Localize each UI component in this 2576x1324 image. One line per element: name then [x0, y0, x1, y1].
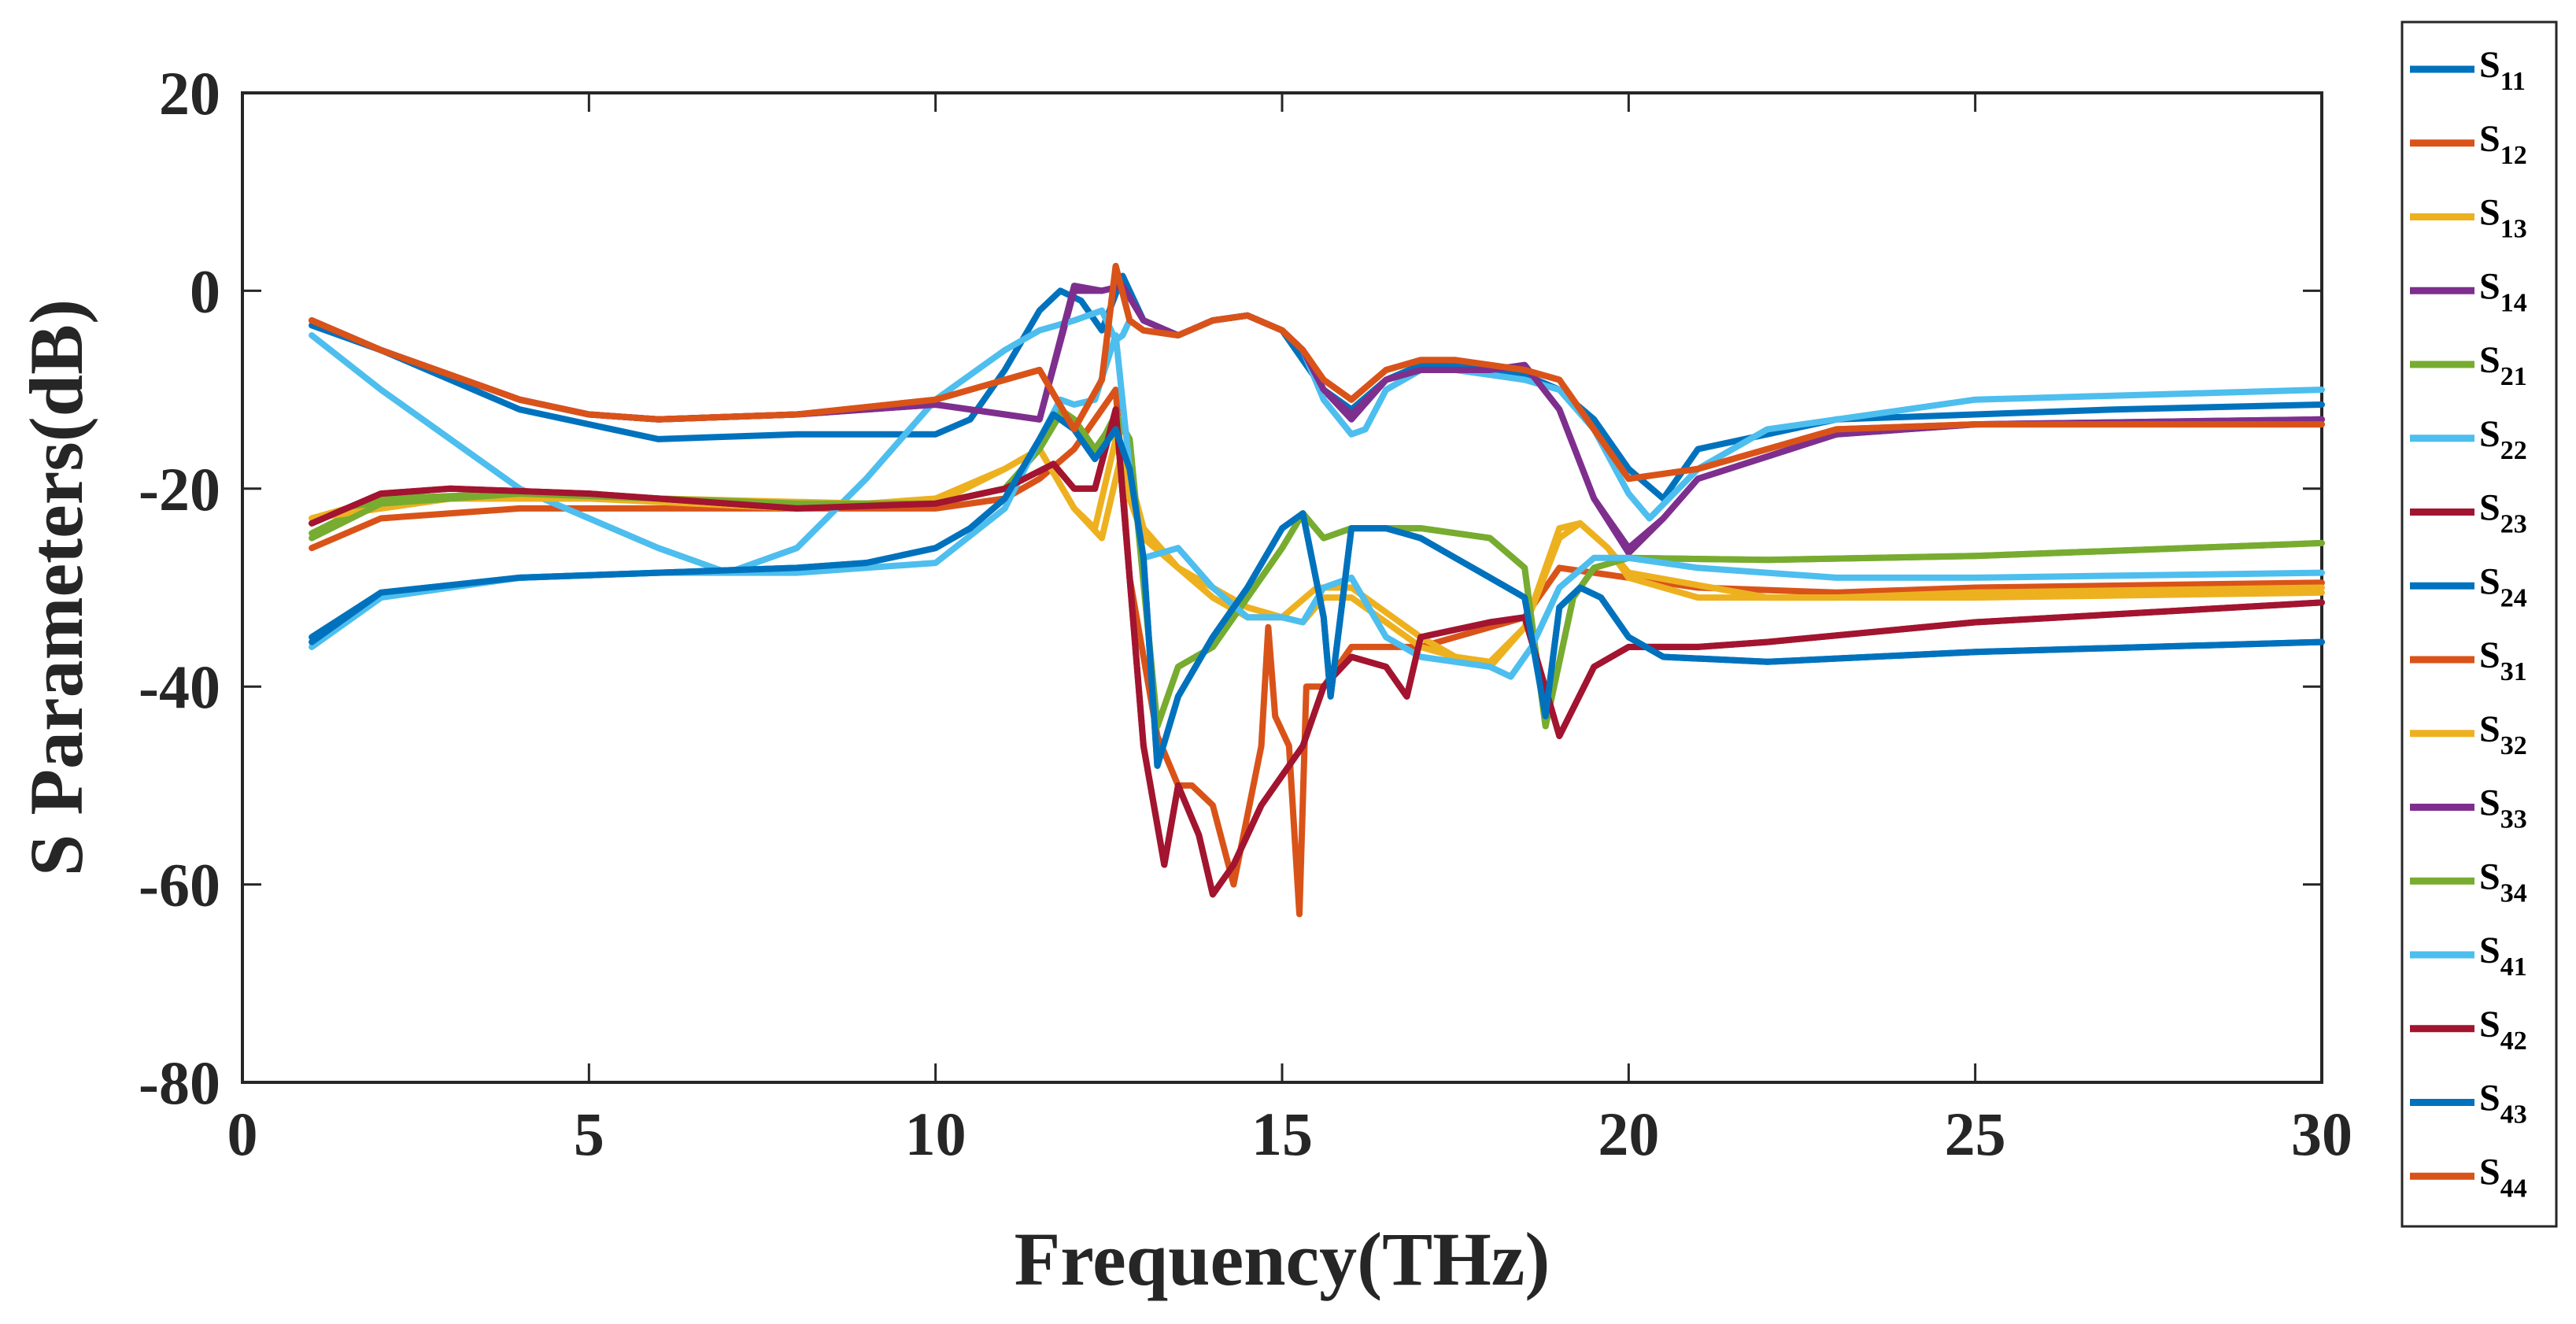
- plot-area: 0 5 10 15 20 25 30 -80 -60 -40 -20 0 20: [139, 59, 2352, 1168]
- legend-label-s41: S41: [2479, 930, 2527, 982]
- x-axis-title: Frequency(THz): [1015, 1217, 1550, 1301]
- legend-label-s23: S23: [2479, 487, 2527, 539]
- series-line-s44: [309, 263, 2325, 483]
- x-tick-label: 0: [227, 1100, 258, 1168]
- x-tick-label: 10: [905, 1100, 966, 1168]
- legend-label-s34: S34: [2479, 856, 2527, 908]
- y-tick-label: -60: [139, 851, 220, 919]
- legend-label-s22: S22: [2479, 413, 2527, 465]
- series-line-s12: [309, 386, 2325, 918]
- x-tick-label: 25: [1945, 1100, 2006, 1168]
- legend-label-s31: S31: [2479, 634, 2527, 686]
- series-line-s42: [309, 406, 2325, 898]
- legend-label-s14: S14: [2479, 265, 2527, 317]
- y-tick-label: 20: [159, 59, 220, 128]
- legend-label-s32: S32: [2479, 708, 2527, 760]
- y-axis-ticks: -80 -60 -40 -20 0 20: [139, 59, 2322, 1117]
- y-axis-title: S Parameters(dB): [14, 299, 98, 876]
- legend-label-s42: S42: [2479, 1004, 2527, 1056]
- legend: S11 S12 S13 S14 S21 S22 S23 S24 S31 S32 S33 S34 S41 S…: [2400, 20, 2558, 1228]
- y-tick-label: -40: [139, 653, 220, 721]
- series-line-s32: [309, 446, 2325, 665]
- legend-label-s43: S43: [2479, 1078, 2527, 1130]
- x-tick-label: 30: [2291, 1100, 2352, 1168]
- y-tick-label: 0: [190, 257, 220, 325]
- series-line-s41: [309, 332, 2325, 680]
- legend-label-s33: S33: [2479, 782, 2527, 834]
- x-tick-label: 15: [1251, 1100, 1313, 1168]
- legend-label-s21: S21: [2479, 339, 2527, 391]
- y-tick-label: -20: [139, 455, 220, 523]
- legend-label-s13: S13: [2479, 192, 2527, 244]
- legend-label-s12: S12: [2479, 118, 2527, 170]
- legend-label-s24: S24: [2479, 560, 2527, 612]
- series-lines: [309, 263, 2325, 918]
- legend-label-s44: S44: [2479, 1151, 2527, 1203]
- y-tick-label: -80: [139, 1048, 220, 1117]
- x-tick-label: 20: [1598, 1100, 1659, 1168]
- x-axis-ticks: 0 5 10 15 20 25 30: [227, 93, 2352, 1168]
- x-tick-label: 5: [574, 1100, 604, 1168]
- series-line-s43: [309, 411, 2325, 769]
- legend-label-s11: S11: [2479, 44, 2526, 96]
